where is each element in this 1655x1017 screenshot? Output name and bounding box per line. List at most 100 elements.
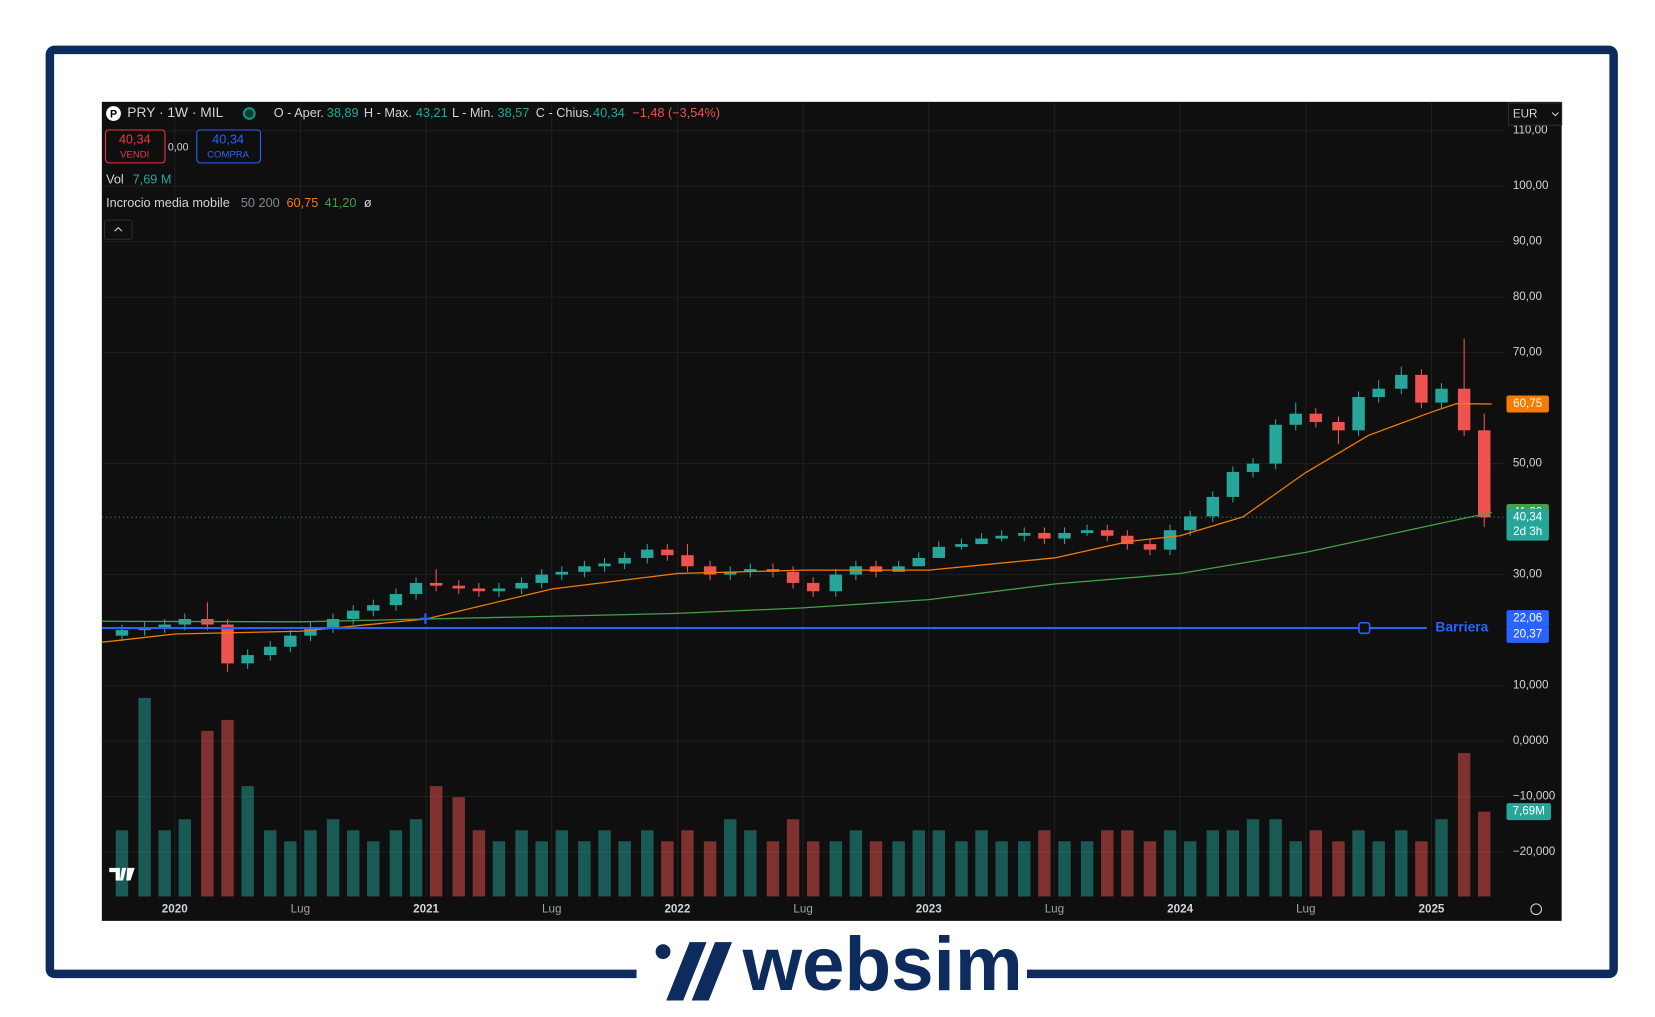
sell-price[interactable]: 40,34 [119,131,151,146]
volume-bar [744,830,757,897]
y-tick-label: 90,00 [1513,235,1543,248]
candle-body [661,549,674,556]
candle-body [535,574,548,583]
candle-body [346,610,360,620]
volume-bar [869,841,883,897]
x-tick-label: 2025 [1418,902,1444,915]
volume-bar [598,830,611,897]
symbol-icon-letter: P [110,108,117,120]
volume-bar [766,841,780,897]
currency[interactable]: EUR [1513,108,1538,121]
barrier-name: Barriera [1435,620,1488,635]
volume-bar [618,841,631,897]
sell-button[interactable] [105,129,166,164]
volume-bar [1080,841,1094,897]
x-tick-label: 2021 [413,902,439,915]
volume-bar [975,830,988,897]
candle-body [1206,496,1220,517]
candle-body [578,566,591,572]
candle-body [598,563,611,567]
candle-body [429,582,443,586]
candle-body [1163,530,1177,550]
volume-bar [723,819,737,897]
candle-body [892,566,905,572]
volume-bar [1246,819,1260,897]
x-tick-label: 2024 [1167,902,1193,915]
candle-body [1101,530,1114,536]
volume-bar [1352,830,1365,897]
volume-bar [452,797,465,897]
candle-body [1121,535,1134,545]
volume-bar [1309,830,1323,897]
y-tick-label: 110,00 [1513,124,1548,137]
volume-bar [178,819,192,897]
ma-legend-fast: 60,75 [286,195,318,210]
candle-body [472,588,486,592]
volume-bar [1332,841,1345,897]
candle-body [1038,532,1051,539]
candle-body [1058,532,1071,539]
candle-body [241,655,254,664]
candle-body [492,588,506,592]
volume-bar [1435,819,1448,897]
volume-label: 7,69M [1513,805,1545,818]
volume-bar [158,830,171,897]
ma-price-label: 60,75 [1513,397,1542,410]
ma-legend-extra: ø [364,195,372,210]
volume-bar [578,841,591,897]
ohlc-value: 38,89 [327,105,359,120]
market-status [242,107,256,120]
x-tick-label: Lug [793,902,812,915]
volume-legend-label: Vol [106,172,124,187]
candle-body [1143,544,1157,550]
ma-legend-slow: 41,20 [325,195,357,210]
ma-price-label-box [1506,395,1549,413]
sell-label[interactable]: VENDI [120,149,149,160]
volume-bar [535,841,548,897]
candle-body [703,566,717,575]
change: −1,48 (−3,54%) [632,105,720,120]
symbol-icon [106,106,121,121]
barrier-label: 20,37 [1513,627,1542,640]
candle-body [869,566,883,572]
volume-bar [1226,830,1240,897]
candle-body [326,619,340,628]
candle-body [1395,374,1408,389]
chart-panel [101,101,1562,921]
frame [45,45,1618,979]
volume-bar [1121,830,1134,897]
volume-bar [409,819,423,897]
ohlc-value: 38,57 [498,105,530,120]
volume-bar [1269,819,1282,897]
collapse-button[interactable] [103,219,133,240]
crosshair-plus [420,613,431,624]
spread: 0,00 [168,141,189,153]
x-tick-label: 2022 [664,902,690,915]
candle-body [1226,471,1240,497]
buy-button[interactable] [196,129,261,164]
currency-button[interactable] [1508,102,1563,126]
volume-bar [806,841,820,897]
x-tick-label: Lug [291,902,310,915]
candle-body [932,546,946,558]
x-tick-label: Lug [542,902,561,915]
x-tick-label: 2020 [162,902,188,915]
volume-bar [786,819,800,897]
logo-text: websim [742,922,1023,1007]
volume-bar [201,730,214,897]
y-tick-label: 80,00 [1513,290,1543,303]
buy-label[interactable]: COMPRA [207,149,249,160]
volume-bar [115,830,129,897]
volume-bar [995,841,1008,897]
volume-bar [703,841,717,897]
candle-body [515,582,528,589]
buy-price[interactable]: 40,34 [212,131,244,146]
volume-bar [284,841,297,897]
price-countdown: 2d 3h [1513,525,1542,538]
candle-body [115,630,129,636]
candle-body [1435,388,1448,403]
candle-body [912,557,925,567]
settings-icon[interactable] [1530,903,1543,916]
volume-bar [1018,841,1031,897]
y-tick-label: 70,00 [1513,346,1543,359]
